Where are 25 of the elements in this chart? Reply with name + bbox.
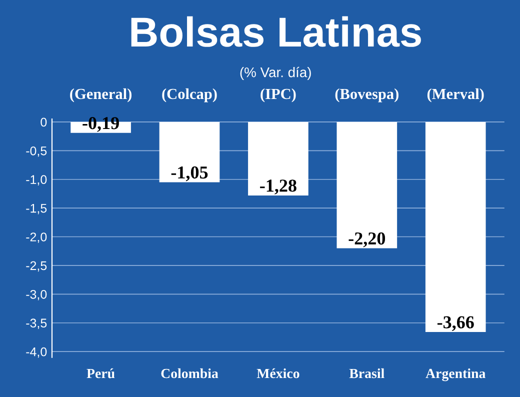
text: (General): [70, 88, 132, 102]
x-tick-label: Colombia: [161, 368, 218, 378]
x-tick-label: Argentina: [426, 368, 486, 382]
y-tick-label: -3,0: [26, 290, 47, 300]
y-tick-label: -2,5: [26, 261, 47, 272]
data-label: -1,05: [171, 166, 208, 182]
chart-title: Bolsas Latinas: [131, 16, 421, 47]
text: (Merval): [427, 88, 484, 102]
data-label: -2,20: [348, 232, 386, 248]
text: (Colcap): [162, 88, 217, 102]
x-tick-label: Brasil: [349, 368, 384, 378]
data-label: -3,66: [437, 316, 474, 331]
x-tick-label: México: [256, 368, 300, 378]
y-tick-label: -1,5: [26, 204, 47, 214]
x-tick-label: Perú: [86, 368, 115, 378]
y-tick-label: -4,0: [26, 347, 47, 358]
text: (Bovespa): [335, 88, 398, 102]
y-tick-label: 0: [40, 118, 47, 127]
y-tick-label: -3,5: [26, 318, 47, 329]
chart-subtitle: (% Var. día): [240, 66, 311, 80]
y-tick-label: -1,0: [26, 175, 47, 186]
y-tick-label: -0,5: [26, 146, 47, 157]
data-label: -1,28: [260, 180, 296, 194]
text: (IPC): [260, 88, 296, 102]
y-tick-label: -2,0: [26, 232, 47, 243]
